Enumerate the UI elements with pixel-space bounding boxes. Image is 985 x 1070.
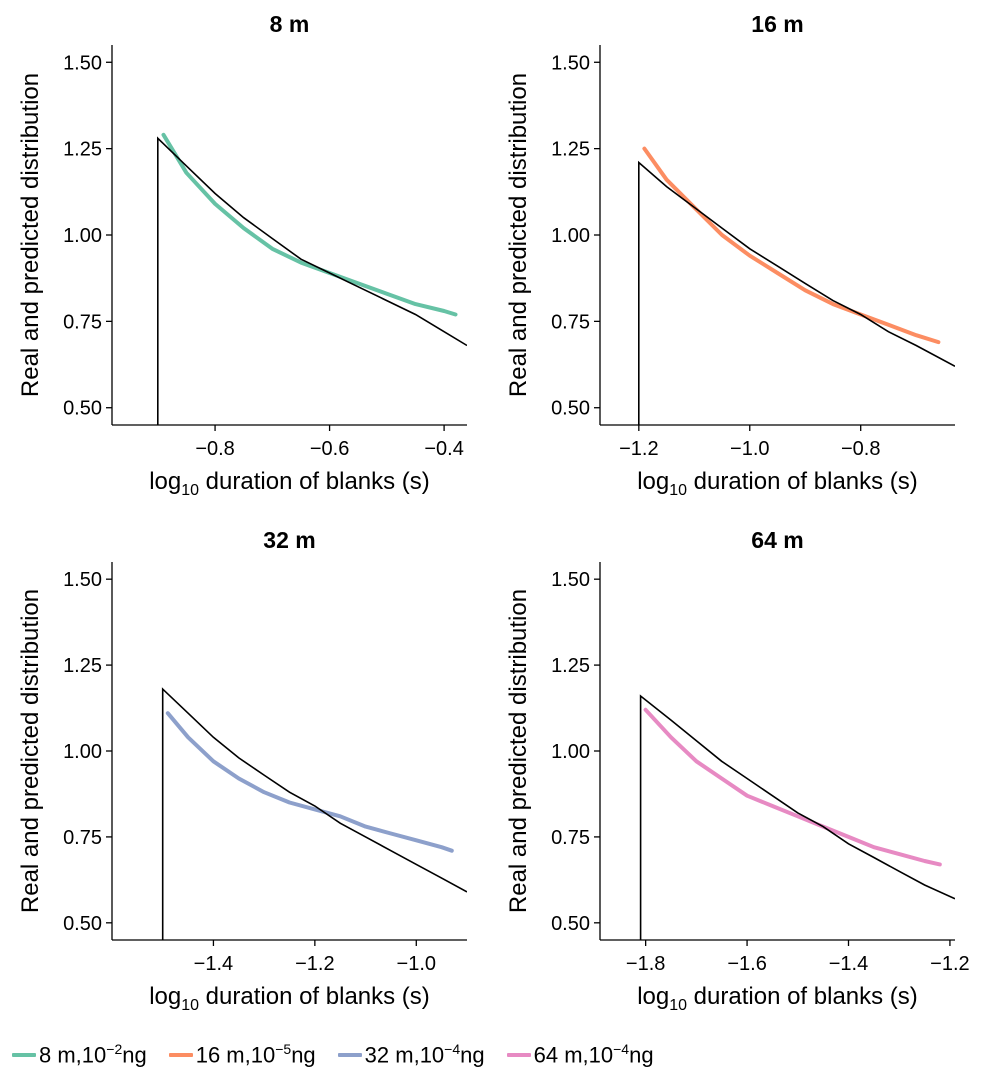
x-tick-label: −0.8 bbox=[195, 438, 234, 460]
y-tick-label: 1.50 bbox=[551, 52, 590, 74]
x-axis-label: log10 duration of blanks (s) bbox=[637, 468, 918, 499]
legend-label: 64 m,10 bbox=[533, 1042, 614, 1068]
y-tick-label: 1.50 bbox=[63, 569, 102, 591]
chart-title: 32 m bbox=[263, 527, 315, 553]
legend-exponent: −4 bbox=[444, 1041, 461, 1058]
x-tick-label: −1.4 bbox=[829, 953, 868, 975]
predicted-series-line bbox=[165, 711, 454, 853]
predicted-series-line bbox=[643, 707, 942, 867]
real-series-line bbox=[161, 687, 467, 940]
x-tick-label: −1.2 bbox=[295, 953, 334, 975]
real-series-line bbox=[637, 160, 955, 425]
legend-exponent: −4 bbox=[613, 1041, 630, 1058]
x-tick-label: −1.6 bbox=[727, 953, 766, 975]
x-tick-label: −1.2 bbox=[619, 438, 658, 460]
legend-swatch-64m bbox=[506, 1052, 531, 1057]
y-tick-label: 0.75 bbox=[63, 311, 102, 333]
predicted-series-line bbox=[642, 146, 941, 345]
real-series-line bbox=[639, 694, 955, 940]
x-tick-label: −0.8 bbox=[841, 438, 880, 460]
predicted-series-line bbox=[161, 132, 458, 317]
x-tick-label: −1.4 bbox=[194, 953, 233, 975]
y-tick-label: 1.50 bbox=[551, 569, 590, 591]
legend-swatch-32m bbox=[337, 1052, 362, 1057]
x-tick-label: −1.8 bbox=[626, 953, 665, 975]
x-tick-label: −1.2 bbox=[930, 953, 969, 975]
legend-unit: ng bbox=[629, 1042, 654, 1068]
y-axis-label: Real and predicted distribution bbox=[17, 73, 44, 397]
y-tick-label: 0.75 bbox=[63, 827, 102, 849]
y-tick-label: 0.50 bbox=[551, 913, 590, 935]
y-axis-label: Real and predicted distribution bbox=[17, 589, 44, 913]
legend-swatch-8m bbox=[12, 1052, 36, 1057]
y-tick-label: 1.25 bbox=[63, 655, 102, 677]
legend-unit: ng bbox=[122, 1042, 147, 1068]
legend-item-64m: 64 m,10−4ng bbox=[506, 1041, 654, 1068]
real-series-line bbox=[157, 136, 467, 425]
legend-item-16m: 16 m,10−5ng bbox=[168, 1041, 316, 1068]
panel-4: 64 m 0.50 0.75 1.00 1.25 1.50 −1.8 −1.6 −1.4 −1.2… bbox=[505, 527, 970, 1014]
panel-2: 16 m 0.50 0.75 1.00 1.25 1.50 −1.2 −1.0 −0.8 log1… bbox=[505, 11, 955, 499]
x-tick-label: −0.6 bbox=[310, 438, 349, 460]
y-tick-label: 0.50 bbox=[63, 398, 102, 420]
legend-label: 32 m,10 bbox=[364, 1042, 445, 1068]
y-tick-label: 1.50 bbox=[63, 52, 102, 74]
legend-label: 16 m,10 bbox=[195, 1042, 276, 1068]
y-axis-label: Real and predicted distribution bbox=[505, 73, 532, 397]
x-tick-label: −0.4 bbox=[424, 438, 463, 460]
y-tick-label: 1.00 bbox=[551, 741, 590, 763]
x-axis-label: log10 duration of blanks (s) bbox=[637, 983, 918, 1014]
y-tick-label: 1.25 bbox=[63, 139, 102, 161]
legend-item-8m: 8 m,10−2ng bbox=[12, 1041, 147, 1068]
y-tick-label: 1.25 bbox=[551, 139, 590, 161]
x-tick-label: −1.0 bbox=[730, 438, 769, 460]
legend-label: 8 m,10 bbox=[39, 1042, 107, 1068]
figure: 8 m 0.50 0.75 1.00 1.25 1.50 −0.8 −0.6 −0.4 log10… bbox=[17, 11, 970, 1014]
y-tick-label: 0.50 bbox=[63, 913, 102, 935]
chart-title: 64 m bbox=[751, 527, 803, 553]
x-tick-label: −1.0 bbox=[397, 953, 436, 975]
x-axis-label: log10 duration of blanks (s) bbox=[149, 983, 430, 1014]
panel-3: 32 m 0.50 0.75 1.00 1.25 1.50 −1.4 −1.2 −1.0 log1… bbox=[17, 527, 467, 1014]
legend-unit: ng bbox=[291, 1042, 316, 1068]
legend-exponent: −5 bbox=[275, 1041, 292, 1058]
x-axis-label: log10 duration of blanks (s) bbox=[149, 468, 430, 499]
legend: 8 m,10−2ng 16 m,10−5ng 32 m,10−4ng 64 m,… bbox=[12, 1040, 676, 1070]
y-tick-label: 1.00 bbox=[551, 225, 590, 247]
panel-1: 8 m 0.50 0.75 1.00 1.25 1.50 −0.8 −0.6 −0.4 log10… bbox=[17, 11, 467, 499]
y-tick-label: 1.00 bbox=[63, 225, 102, 247]
y-tick-label: 1.25 bbox=[551, 655, 590, 677]
chart-title: 16 m bbox=[751, 11, 803, 37]
y-axis-label: Real and predicted distribution bbox=[505, 589, 532, 913]
legend-item-32m: 32 m,10−4ng bbox=[337, 1041, 485, 1068]
y-tick-label: 0.75 bbox=[551, 827, 590, 849]
legend-unit: ng bbox=[460, 1042, 485, 1068]
legend-swatch-16m bbox=[168, 1052, 193, 1057]
y-tick-label: 0.75 bbox=[551, 311, 590, 333]
y-tick-label: 0.50 bbox=[551, 398, 590, 420]
legend-exponent: −2 bbox=[106, 1041, 123, 1058]
chart-title: 8 m bbox=[270, 11, 310, 37]
y-tick-label: 1.00 bbox=[63, 741, 102, 763]
